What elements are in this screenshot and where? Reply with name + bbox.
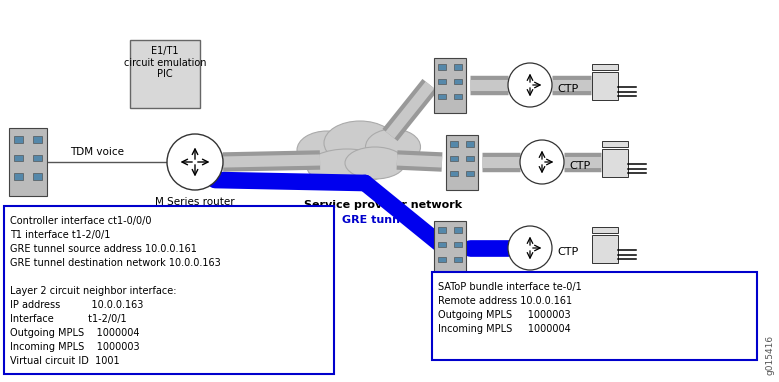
- Bar: [130, 40, 200, 108]
- Bar: [439, 257, 446, 262]
- Text: IP address          10.0.0.163: IP address 10.0.0.163: [10, 300, 143, 310]
- Text: Remote address 10.0.0.161: Remote address 10.0.0.161: [438, 296, 572, 306]
- Bar: [454, 64, 461, 70]
- Ellipse shape: [307, 149, 387, 185]
- Bar: [4, 206, 334, 374]
- Bar: [439, 79, 446, 84]
- Bar: [33, 155, 42, 161]
- Text: CTP: CTP: [569, 161, 590, 171]
- Bar: [450, 141, 457, 147]
- Text: Incoming MPLS     1000004: Incoming MPLS 1000004: [438, 324, 571, 334]
- Bar: [467, 141, 474, 147]
- Bar: [33, 173, 42, 180]
- Text: Virtual circuit ID  1001: Virtual circuit ID 1001: [10, 356, 120, 366]
- Circle shape: [508, 226, 552, 270]
- Bar: [9, 128, 47, 196]
- Bar: [467, 156, 474, 162]
- Text: Outgoing MPLS    1000004: Outgoing MPLS 1000004: [10, 328, 139, 338]
- Bar: [434, 58, 466, 113]
- Text: SAToP bundle interface te-0/1: SAToP bundle interface te-0/1: [438, 282, 582, 292]
- Bar: [454, 227, 461, 233]
- Text: Layer 2 circuit neighbor interface:: Layer 2 circuit neighbor interface:: [10, 286, 177, 296]
- Bar: [434, 220, 466, 275]
- Bar: [454, 242, 461, 248]
- Bar: [446, 134, 478, 189]
- Ellipse shape: [297, 131, 357, 169]
- Text: g015416: g015416: [766, 335, 774, 375]
- Text: GRE tunnel source address 10.0.0.161: GRE tunnel source address 10.0.0.161: [10, 244, 197, 254]
- Bar: [454, 257, 461, 262]
- Text: GRE tunnel: GRE tunnel: [343, 215, 411, 225]
- Ellipse shape: [324, 121, 396, 165]
- Ellipse shape: [365, 129, 421, 165]
- Text: T1 interface t1-2/0/1: T1 interface t1-2/0/1: [10, 230, 111, 240]
- Bar: [467, 171, 474, 176]
- Circle shape: [520, 140, 564, 184]
- Text: Service provider network: Service provider network: [304, 200, 462, 210]
- Text: Interface           t1-2/0/1: Interface t1-2/0/1: [10, 314, 127, 324]
- Bar: [592, 72, 618, 100]
- Bar: [33, 136, 42, 143]
- Bar: [592, 227, 618, 233]
- Circle shape: [508, 63, 552, 107]
- Bar: [14, 136, 23, 143]
- Bar: [450, 171, 457, 176]
- Text: CTP: CTP: [557, 84, 578, 94]
- Text: TDM voice: TDM voice: [70, 147, 124, 157]
- Bar: [454, 94, 461, 99]
- Text: Outgoing MPLS     1000003: Outgoing MPLS 1000003: [438, 310, 571, 320]
- Bar: [14, 155, 23, 161]
- Bar: [439, 227, 446, 233]
- Text: M Series router: M Series router: [155, 197, 234, 207]
- Bar: [592, 64, 618, 71]
- Bar: [592, 235, 618, 264]
- Bar: [454, 79, 461, 84]
- Bar: [450, 156, 457, 162]
- Bar: [602, 141, 628, 147]
- Text: GRE tunnel destination network 10.0.0.163: GRE tunnel destination network 10.0.0.16…: [10, 258, 220, 268]
- Bar: [14, 173, 23, 180]
- Bar: [439, 64, 446, 70]
- Text: Incoming MPLS    1000003: Incoming MPLS 1000003: [10, 342, 139, 352]
- Text: Controller interface ct1-0/0/0: Controller interface ct1-0/0/0: [10, 216, 151, 226]
- Ellipse shape: [345, 147, 405, 179]
- Circle shape: [167, 134, 223, 190]
- Text: E1/T1
circuit emulation
PIC: E1/T1 circuit emulation PIC: [124, 46, 206, 79]
- Bar: [439, 242, 446, 248]
- Bar: [439, 94, 446, 99]
- Bar: [602, 149, 628, 177]
- Text: CTP: CTP: [557, 247, 578, 257]
- Bar: [432, 272, 757, 360]
